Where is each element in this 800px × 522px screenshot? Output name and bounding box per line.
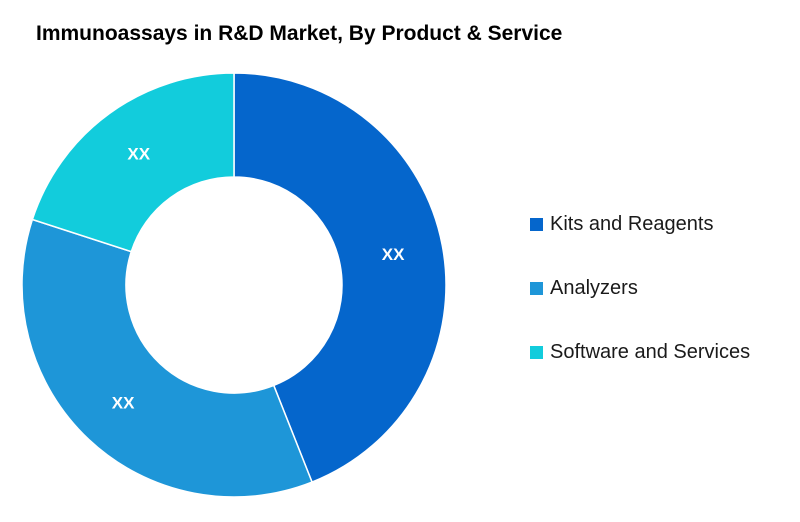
data-label-analyzers: XX	[112, 394, 135, 413]
legend-item-kits-and-reagents: Kits and Reagents	[530, 208, 750, 240]
legend-swatch-analyzers	[530, 281, 543, 295]
slice-kits-and-reagents	[233, 72, 447, 484]
legend-label-software-and-services: Software and Services	[550, 340, 751, 363]
data-label-kits-and-reagents: XX	[382, 245, 405, 264]
legend-label-analyzers: Analyzers	[550, 276, 638, 299]
legend-item-analyzers: Analyzers	[530, 272, 750, 304]
donut-slices	[21, 72, 447, 498]
donut-chart: XX XX XX	[21, 72, 447, 498]
legend-item-software-and-services: Software and Services	[530, 336, 750, 368]
legend: Kits and Reagents Analyzers Software and…	[530, 208, 750, 400]
slice-software-and-services	[31, 72, 235, 253]
data-label-software-and-services: XX	[127, 144, 150, 163]
chart-title: Immunoassays in R&D Market, By Product &…	[36, 22, 563, 45]
legend-label-kits-and-reagents: Kits and Reagents	[550, 212, 714, 235]
legend-swatch-kits-and-reagents	[530, 217, 543, 231]
legend-swatch-software-and-services	[530, 345, 543, 359]
donut-slice-labels: XX XX XX	[112, 144, 405, 412]
slice-analyzers	[21, 218, 314, 498]
